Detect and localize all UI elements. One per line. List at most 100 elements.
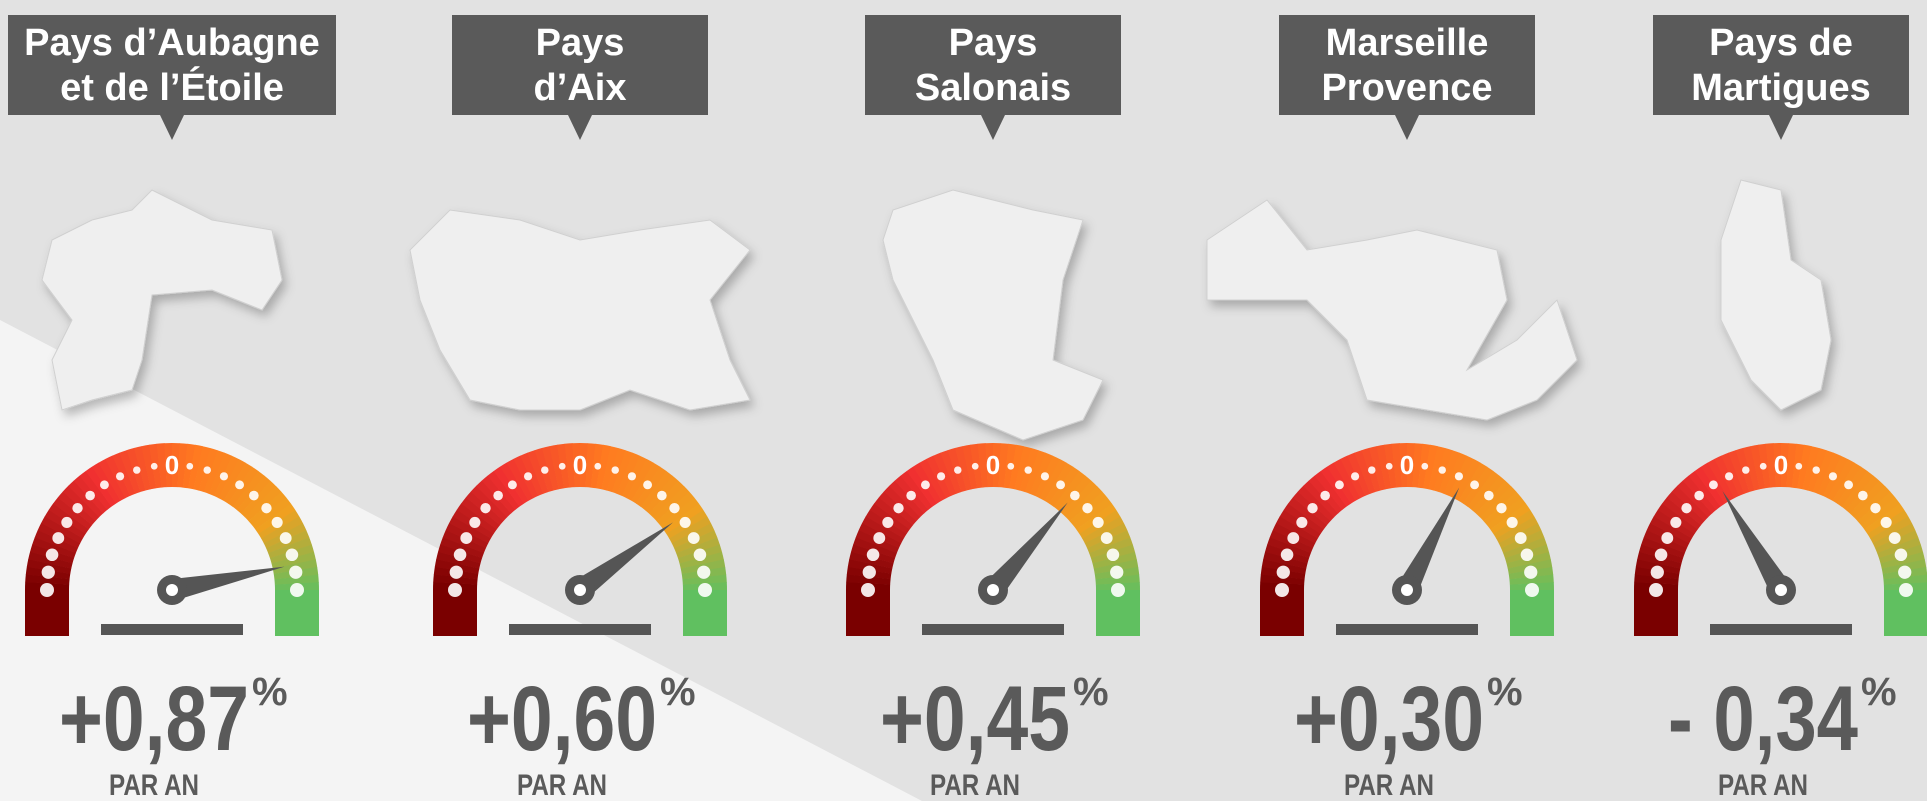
gauge-tick-label: 0: [1400, 450, 1414, 480]
gauge-dot: [1888, 532, 1901, 544]
gauge-dot: [954, 466, 962, 474]
gauge-arc: [682, 574, 727, 585]
gauge-arc: [977, 443, 988, 488]
title-pointer: [160, 115, 184, 140]
gauge-dot: [1296, 516, 1308, 528]
gauge-tick-label: 0: [986, 450, 1000, 480]
gauge-dot: [866, 548, 880, 562]
gauge-dot: [249, 490, 259, 501]
title-box: [865, 15, 1121, 115]
gauge-arc: [32, 536, 76, 559]
region-map: [1720, 179, 1832, 411]
gauge-arc: [1423, 444, 1438, 490]
gauge-arc: [156, 443, 167, 488]
gauge-arc: [1861, 497, 1901, 530]
gauge-dot: [41, 565, 55, 579]
gauge-dot: [285, 548, 299, 562]
gauge-arc: [652, 486, 690, 522]
gauge-bar: [1710, 624, 1852, 635]
gauge-dot: [40, 583, 54, 597]
gauge-base-left: [433, 590, 477, 636]
gauge-dot: [1708, 480, 1718, 490]
value-label: +0,60: [467, 668, 657, 770]
gauge-dot: [1812, 466, 1820, 474]
gauge-arc: [218, 459, 246, 501]
gauge-arc: [1650, 516, 1692, 544]
gauge-dot: [52, 532, 65, 544]
gauge-tick-label: 0: [1774, 450, 1788, 480]
gauge-arc: [1765, 443, 1776, 488]
gauge-dot: [1870, 502, 1881, 514]
gauge-arc: [541, 446, 559, 491]
gauge-dot: [558, 462, 566, 470]
gauge-arc: [133, 446, 151, 491]
region-name: Pays d’Aubagne: [24, 22, 320, 64]
gauge-dot: [115, 472, 125, 481]
gauge-dot: [261, 502, 272, 514]
gauge-dot: [150, 462, 158, 470]
gauge-arc: [1428, 446, 1446, 491]
value-unit: %: [1073, 670, 1109, 714]
gauge-arc: [268, 537, 312, 559]
region-name: Martigues: [1691, 67, 1870, 109]
gauge-dot: [72, 502, 83, 514]
gauge-dot: [1280, 548, 1294, 562]
title-pointer: [1769, 115, 1793, 140]
gauge-arc: [1750, 444, 1766, 490]
gauge-arc: [1453, 459, 1481, 501]
gauge-base-right: [275, 590, 319, 636]
gauge-arc: [962, 444, 978, 490]
gauge-dot: [99, 480, 109, 490]
value-label: +0,45: [880, 668, 1070, 770]
gauge-arc: [1024, 450, 1047, 494]
gauge-arc: [470, 485, 508, 522]
gauge-dot: [1649, 583, 1663, 597]
gauge-arc: [1496, 516, 1539, 544]
region-name: et de l’Étoile: [60, 65, 284, 109]
gauge-arc: [433, 574, 478, 585]
gauge-arc: [1009, 444, 1024, 490]
gauge-arc: [188, 444, 203, 490]
gauge-arc: [177, 443, 188, 488]
gauge-arc: [1065, 486, 1103, 522]
gauge-tick-label: 0: [573, 450, 587, 480]
gauge-bar: [509, 624, 651, 635]
gauge-arc: [1883, 574, 1927, 585]
gauge-dot: [1024, 466, 1032, 474]
gauge-arc: [1467, 471, 1500, 511]
gauge-arc: [1877, 537, 1921, 559]
gauge-dot: [460, 532, 473, 544]
gauge-arc: [933, 452, 957, 496]
gauge-arc: [240, 480, 277, 518]
region-map: [41, 189, 283, 411]
gauge-arc: [676, 537, 720, 559]
gauge-arc: [1827, 459, 1855, 501]
gauge-arc: [1797, 444, 1812, 490]
value-unit: %: [252, 670, 288, 714]
region-name: Pays de: [1709, 22, 1853, 64]
gauge-arc: [98, 458, 126, 501]
gauge-arc: [900, 470, 933, 510]
gauge-base-right: [683, 590, 727, 636]
value-unit: %: [1861, 670, 1897, 714]
value-label: - 0,34: [1668, 668, 1858, 770]
gauge-dot: [1082, 502, 1093, 514]
gauge-dot: [1496, 502, 1507, 514]
gauge-arc: [1641, 536, 1685, 559]
gauge-dot: [1350, 472, 1360, 481]
gauge-arc: [461, 497, 501, 530]
gauge-dot: [1694, 490, 1704, 501]
region-name: Provence: [1321, 67, 1492, 109]
gauge-arc: [1870, 516, 1913, 544]
gauge-arc: [549, 444, 565, 490]
gauge-base-right: [1096, 590, 1140, 636]
gauge-arc: [274, 574, 319, 585]
region-name: Salonais: [915, 67, 1071, 109]
gauge-arc: [476, 480, 512, 518]
gauge-arc: [1634, 574, 1679, 585]
gauge-dot: [1111, 583, 1125, 597]
gauge-arc: [853, 536, 897, 559]
gauge-dot: [448, 583, 462, 597]
gauge-arc: [1487, 497, 1527, 530]
region-name: d’Aix: [534, 67, 627, 109]
